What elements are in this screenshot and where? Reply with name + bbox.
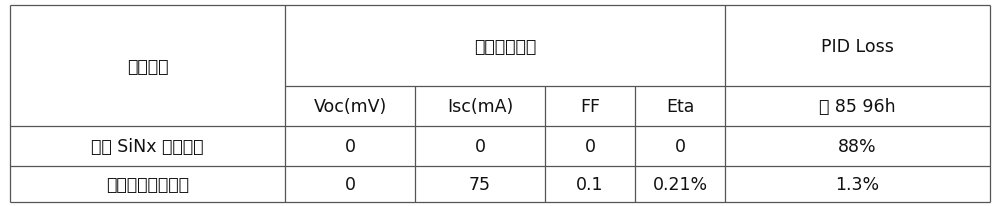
Text: 0: 0 [344, 175, 356, 193]
Text: 0.21%: 0.21% [652, 175, 708, 193]
Text: 1.3%: 1.3% [835, 175, 880, 193]
Text: 0: 0 [585, 137, 596, 155]
Text: 膜层工艺: 膜层工艺 [127, 57, 168, 75]
Text: 75: 75 [469, 175, 491, 193]
Text: 0.1: 0.1 [576, 175, 604, 193]
Text: 0: 0 [674, 137, 685, 155]
Text: 电池片电性能: 电池片电性能 [474, 37, 536, 55]
Text: 双层 SiNx 减反射膜: 双层 SiNx 减反射膜 [91, 137, 204, 155]
Text: FF: FF [580, 98, 600, 116]
Text: 0: 0 [344, 137, 356, 155]
Text: 双 85 96h: 双 85 96h [819, 98, 896, 116]
Text: 0: 0 [475, 137, 486, 155]
Text: Isc(mA): Isc(mA) [447, 98, 513, 116]
Text: Eta: Eta [666, 98, 694, 116]
Text: 钒化减反射多层膜: 钒化减反射多层膜 [106, 175, 189, 193]
Text: PID Loss: PID Loss [821, 37, 894, 55]
Text: Voc(mV): Voc(mV) [313, 98, 387, 116]
Text: 88%: 88% [838, 137, 877, 155]
